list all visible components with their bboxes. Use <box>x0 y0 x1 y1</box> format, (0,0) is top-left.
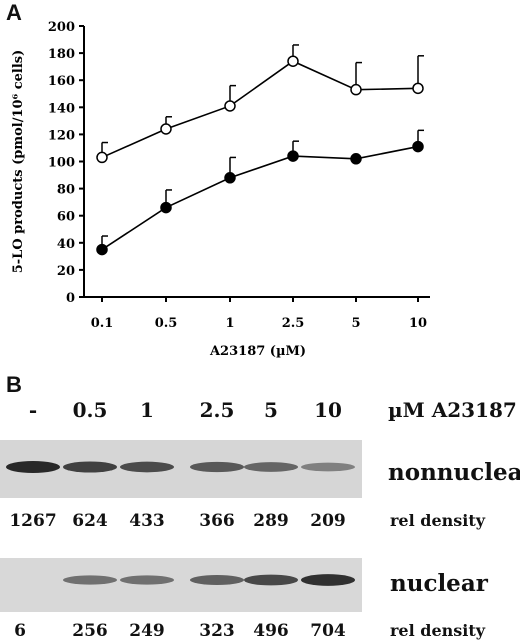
density-value: 433 <box>129 511 165 531</box>
series-line <box>101 145 419 251</box>
y-tick-label: 120 <box>48 128 75 143</box>
blot-band <box>63 575 117 585</box>
x-tick-label: 2.5 <box>282 316 305 331</box>
blot-band <box>301 574 355 586</box>
lane-label: 0.5 <box>72 398 108 422</box>
data-point <box>350 153 362 165</box>
data-point <box>224 172 236 184</box>
density-value: 496 <box>253 621 289 641</box>
density-value: 6 <box>14 621 26 641</box>
y-tick-label: 160 <box>48 74 75 89</box>
panel-b-letter: B <box>6 372 22 397</box>
data-point <box>160 201 172 214</box>
density-value: 249 <box>129 621 165 641</box>
y-tick-label: 40 <box>57 237 75 252</box>
data-point <box>412 82 424 95</box>
blot-band <box>190 461 244 473</box>
lane-label: 1 <box>140 398 154 422</box>
lane-label: 2.5 <box>199 398 235 422</box>
y-axis-label: 5-LO products (pmol/10⁶ cells) <box>11 50 26 274</box>
blot-band <box>120 461 174 473</box>
y-tick-label: 140 <box>48 101 75 116</box>
y-tick-label: 20 <box>57 264 75 279</box>
blot-band <box>244 462 298 472</box>
density-value: 624 <box>72 511 108 531</box>
density-value: 1267 <box>9 511 57 531</box>
x-tick-label: 0.5 <box>155 316 178 331</box>
y-tick-label: 80 <box>57 183 75 198</box>
x-axis-label: A23187 (µM) <box>209 344 306 359</box>
concentration-label: µM A23187 <box>388 398 517 422</box>
lane-label: 10 <box>314 398 342 422</box>
data-point <box>96 243 108 256</box>
density-value: 704 <box>310 621 346 641</box>
blot-band <box>301 462 355 472</box>
row-label-nonnuclear: nonnuclear <box>388 459 520 486</box>
blot-band <box>120 575 174 585</box>
blot-band <box>190 575 244 585</box>
lane-label: 5 <box>264 398 278 422</box>
data-point <box>287 55 299 67</box>
rel-density-label: rel density <box>390 511 486 530</box>
x-tick-label: 10 <box>409 316 427 331</box>
x-tick-label: 1 <box>225 316 234 331</box>
lane-label: - <box>28 398 38 422</box>
blot-nuclear <box>0 558 362 612</box>
y-tick-label: 200 <box>48 20 75 35</box>
x-tick-label: 5 <box>351 316 360 331</box>
series-line <box>101 60 419 159</box>
data-point <box>287 150 299 162</box>
data-point <box>412 140 424 153</box>
blot-band <box>244 574 298 586</box>
data-point <box>350 83 362 96</box>
y-tick-label: 100 <box>48 156 75 171</box>
density-value: 289 <box>253 511 289 531</box>
y-tick-label: 60 <box>57 210 75 225</box>
density-value: 209 <box>310 511 346 531</box>
density-value: 323 <box>199 621 235 641</box>
blot-nonnuclear <box>0 440 362 498</box>
x-tick-label: 0.1 <box>91 316 114 331</box>
rel-density-label: rel density <box>390 621 486 640</box>
data-point <box>224 100 236 112</box>
data-point <box>96 151 108 164</box>
line-chart: 0 20 40 60 80 100 120 140 160 180 200 0.1 0.5 1 2.5 5 10… <box>11 20 430 359</box>
blot-band <box>6 461 60 473</box>
y-tick-label: 0 <box>66 291 75 306</box>
y-tick-label: 180 <box>48 47 75 62</box>
blot-band <box>63 461 117 473</box>
panel-a-letter: A <box>6 0 22 25</box>
row-label-nuclear: nuclear <box>390 570 488 597</box>
density-value: 256 <box>72 621 108 641</box>
data-point <box>160 123 172 135</box>
density-value: 366 <box>199 511 235 531</box>
